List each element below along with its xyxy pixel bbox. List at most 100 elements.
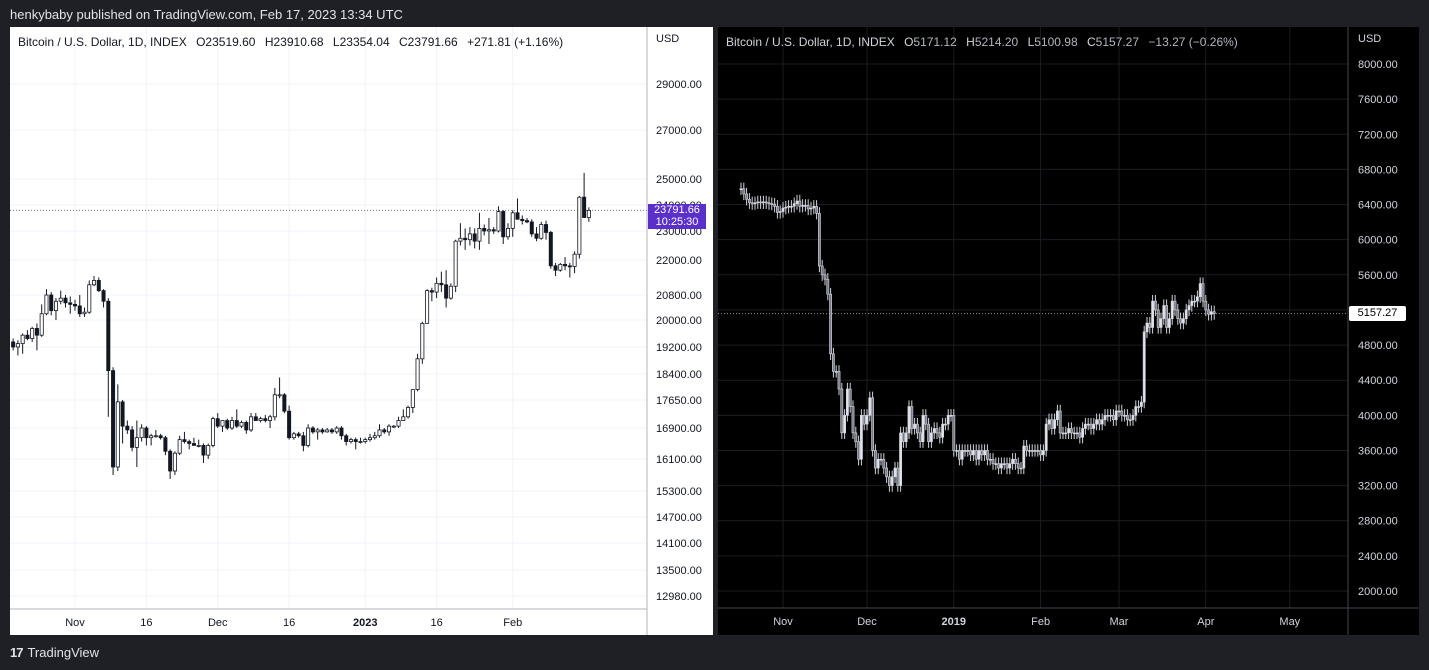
candle-body — [134, 437, 139, 448]
candle-body — [879, 458, 883, 461]
candle-body — [927, 423, 931, 442]
candle-body — [1072, 432, 1076, 435]
candlestick-chart-left[interactable]: 29000.0027000.0025000.0024000.0023000.00… — [10, 27, 713, 635]
candle-body — [924, 415, 928, 425]
candle-body — [1008, 463, 1012, 469]
candle-body — [34, 328, 39, 336]
candle-body — [930, 432, 933, 442]
candle-body — [1117, 410, 1121, 413]
price-tick-label: 14100.00 — [656, 538, 702, 550]
candle-body — [980, 450, 984, 456]
candle-body — [1207, 309, 1211, 315]
candle-body — [249, 416, 254, 431]
candle-body — [999, 463, 1003, 469]
candle-body — [747, 198, 751, 204]
candle-body — [916, 423, 919, 434]
candle-body — [163, 437, 168, 452]
price-tick-label: 3600.00 — [1358, 445, 1398, 457]
price-tick-label: 4400.00 — [1358, 375, 1398, 387]
candle-body — [874, 450, 877, 469]
candle-body — [977, 450, 981, 460]
symbol-title: Bitcoin / U.S. Dollar, 1D, INDEX — [726, 35, 895, 49]
candle-body — [790, 205, 793, 208]
candle-body — [960, 450, 964, 460]
tradingview-brand[interactable]: 17 TradingView — [10, 645, 99, 660]
candle-body — [1097, 419, 1101, 425]
time-tick-label: 16 — [283, 617, 295, 629]
price-tick-label: 16900.00 — [656, 423, 702, 435]
open-label: O — [196, 35, 206, 49]
candle-body — [1083, 423, 1087, 429]
chart-panel-left[interactable]: 29000.0027000.0025000.0024000.0023000.00… — [10, 27, 713, 635]
candle-body — [244, 421, 249, 431]
candle-body — [82, 311, 87, 315]
candle-body — [1190, 300, 1194, 306]
candle-body — [406, 407, 411, 418]
time-tick-label: 2019 — [942, 616, 966, 628]
candle-body — [125, 425, 130, 431]
price-tick-label: 4000.00 — [1358, 410, 1398, 422]
candle-body — [1075, 432, 1079, 435]
candle-body — [534, 233, 539, 239]
candle-body — [1204, 300, 1208, 311]
low-label: L — [332, 35, 340, 49]
candle-body — [505, 227, 510, 238]
candle-body — [296, 433, 301, 437]
candle-body — [96, 280, 101, 292]
candle-body — [391, 425, 396, 428]
candle-body — [854, 432, 858, 442]
candle-body — [239, 421, 244, 427]
candle-body — [804, 205, 807, 207]
candle-body — [1195, 296, 1199, 302]
low-label: L — [1027, 35, 1035, 49]
close-value: 23791.66 — [407, 35, 458, 49]
candlestick-chart-right[interactable]: 8000.00 7600.00 7200.00 6800.00 6400.00 6000.… — [718, 27, 1419, 635]
candle-body — [501, 211, 506, 238]
candle-body — [997, 463, 1001, 469]
open-label: O — [904, 35, 914, 49]
candle-body — [1055, 410, 1059, 421]
candle-body — [1145, 322, 1149, 333]
candle-body — [972, 450, 975, 456]
candle-body — [1011, 458, 1015, 464]
candle-body — [907, 406, 911, 434]
candle-body — [339, 427, 344, 437]
candle-body — [888, 476, 891, 486]
candle-body — [1179, 318, 1183, 324]
candle-body — [572, 253, 577, 267]
close-value: 5157.27 — [1095, 35, 1140, 49]
candle-body — [425, 290, 430, 324]
candle-body — [153, 435, 158, 438]
candle-body — [429, 290, 434, 293]
price-tick-label: 19200.00 — [656, 342, 702, 354]
candle-body — [969, 450, 973, 456]
candle-body — [1002, 463, 1006, 465]
candle-body — [1047, 419, 1051, 425]
low-value: 5100.98 — [1034, 35, 1078, 49]
candle-body — [453, 240, 458, 287]
candle-body — [985, 450, 989, 460]
candle-body — [1044, 423, 1048, 451]
candle-body — [263, 418, 268, 421]
time-tick-label: Feb — [1031, 616, 1050, 628]
candle-body — [963, 450, 967, 452]
price-tick-label: 7600.00 — [1358, 94, 1398, 106]
candle-body — [482, 227, 487, 232]
candle-body — [1036, 450, 1040, 452]
candle-body — [225, 420, 230, 429]
high-value: 5214.20 — [974, 35, 1019, 49]
candle-body — [1123, 415, 1127, 417]
candle-body — [1120, 410, 1124, 416]
chart-panel-right[interactable]: 8000.00 7600.00 7200.00 6800.00 6400.00 6000.… — [718, 27, 1419, 635]
candle-body — [1016, 463, 1020, 469]
candle-body — [1176, 309, 1180, 320]
candle-body — [1033, 450, 1037, 452]
candle-body — [1005, 463, 1009, 469]
candle-body — [329, 429, 334, 433]
candle-body — [282, 394, 287, 412]
candle-body — [1013, 458, 1017, 464]
candles — [739, 182, 1216, 492]
ohlc-legend-right: Bitcoin / U.S. Dollar, 1D, INDEX O5171.1… — [726, 35, 1238, 49]
candle-body — [904, 432, 908, 442]
candle-body — [196, 445, 201, 447]
